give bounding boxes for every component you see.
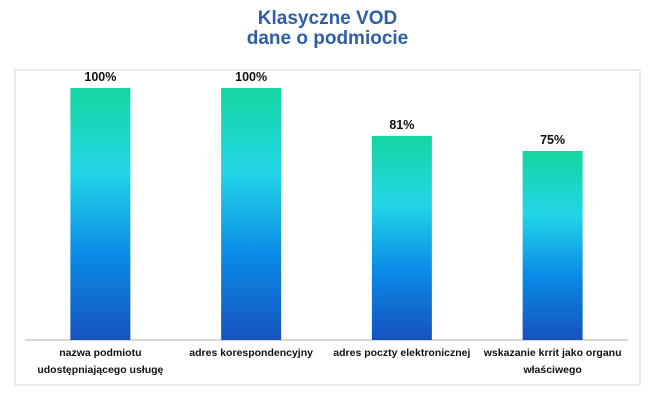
x-tick-label: adres korespondencyjny — [189, 347, 313, 359]
x-tick-label: adres poczty elektronicznej — [333, 347, 471, 359]
bar — [371, 135, 432, 340]
value-label: 100% — [235, 70, 268, 84]
plot-frame — [14, 69, 641, 386]
value-label: 81% — [389, 117, 415, 132]
x-tick-label: nazwa podmiotu udostępniającego usługę — [37, 347, 164, 376]
bar — [70, 88, 131, 340]
x-tick-label: wskazanie krrit jako organu właściwego — [483, 347, 622, 376]
value-label: 100% — [84, 70, 117, 84]
chart-title: Klasyczne VOD — [257, 8, 398, 29]
value-label: 75% — [540, 133, 566, 147]
bar — [221, 88, 282, 340]
bar — [522, 151, 583, 340]
chart-subtitle: dane o podmiocie — [246, 28, 409, 49]
